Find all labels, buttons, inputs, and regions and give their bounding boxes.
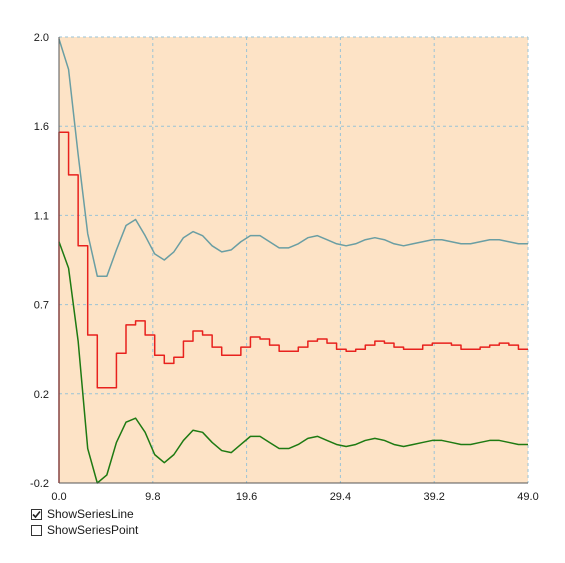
show-series-point-option[interactable]: ShowSeriesPoint xyxy=(31,522,138,538)
series-2-line xyxy=(58,131,528,483)
series-1-line xyxy=(58,38,528,277)
checkmark-icon xyxy=(32,510,41,518)
x-axis-tick-labels: 0.0 9.8 19.6 29.4 39.2 49.0 xyxy=(51,491,538,500)
y-tick-label: 0.2 xyxy=(34,389,49,401)
x-tick-label: 49.0 xyxy=(517,491,538,500)
y-tick-label: -0.2 xyxy=(30,478,49,490)
x-tick-label: 39.2 xyxy=(423,491,444,500)
axes xyxy=(58,37,528,484)
x-tick-label: 19.6 xyxy=(236,491,257,500)
show-series-point-label: ShowSeriesPoint xyxy=(47,523,139,537)
x-tick-label: 0.0 xyxy=(51,491,66,500)
show-series-line-checkbox[interactable] xyxy=(31,508,42,520)
y-axis-tick-labels: -0.2 0.2 0.7 1.1 1.6 2.0 xyxy=(30,32,49,490)
x-tick-label: 29.4 xyxy=(330,491,351,500)
y-tick-label: 1.6 xyxy=(34,121,49,133)
show-series-point-checkbox[interactable] xyxy=(31,524,42,536)
plot-area xyxy=(59,37,528,483)
series-3-line xyxy=(58,241,528,484)
show-series-line-option[interactable]: ShowSeriesLine xyxy=(31,506,134,522)
y-tick-label: 1.1 xyxy=(34,210,49,222)
y-tick-label: 0.7 xyxy=(34,300,49,312)
line-chart: 0.0 9.8 19.6 29.4 39.2 49.0 -0.2 0.2 0.7 1.1 1.6 2… xyxy=(30,32,539,500)
x-tick-label: 9.8 xyxy=(145,491,160,500)
series-layer xyxy=(58,38,528,484)
y-tick-label: 2.0 xyxy=(34,32,49,44)
show-series-line-label: ShowSeriesLine xyxy=(47,507,134,521)
